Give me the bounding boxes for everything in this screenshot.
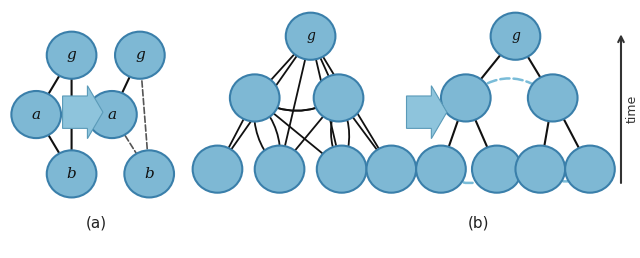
Ellipse shape	[515, 146, 565, 193]
Ellipse shape	[115, 32, 164, 79]
Text: g: g	[306, 29, 315, 43]
Ellipse shape	[255, 146, 305, 193]
Text: b: b	[67, 167, 76, 181]
Ellipse shape	[87, 91, 137, 138]
Ellipse shape	[12, 91, 61, 138]
Ellipse shape	[441, 74, 491, 122]
Ellipse shape	[416, 146, 466, 193]
Text: (b): (b)	[467, 216, 489, 231]
Ellipse shape	[314, 74, 364, 122]
FancyArrow shape	[63, 86, 103, 139]
Ellipse shape	[367, 146, 416, 193]
Ellipse shape	[472, 146, 522, 193]
FancyArrow shape	[406, 86, 447, 139]
Ellipse shape	[491, 13, 540, 60]
Text: a: a	[31, 108, 41, 122]
Text: g: g	[135, 48, 145, 62]
Text: a: a	[108, 108, 116, 122]
Ellipse shape	[47, 32, 97, 79]
Ellipse shape	[285, 13, 335, 60]
Ellipse shape	[230, 74, 280, 122]
Text: b: b	[144, 167, 154, 181]
Text: time: time	[626, 94, 639, 123]
Text: (a): (a)	[86, 216, 107, 231]
Ellipse shape	[47, 150, 97, 197]
Ellipse shape	[193, 146, 243, 193]
Ellipse shape	[528, 74, 577, 122]
Ellipse shape	[317, 146, 367, 193]
Ellipse shape	[124, 150, 174, 197]
Ellipse shape	[565, 146, 615, 193]
Text: g: g	[67, 48, 76, 62]
Text: g: g	[511, 29, 520, 43]
